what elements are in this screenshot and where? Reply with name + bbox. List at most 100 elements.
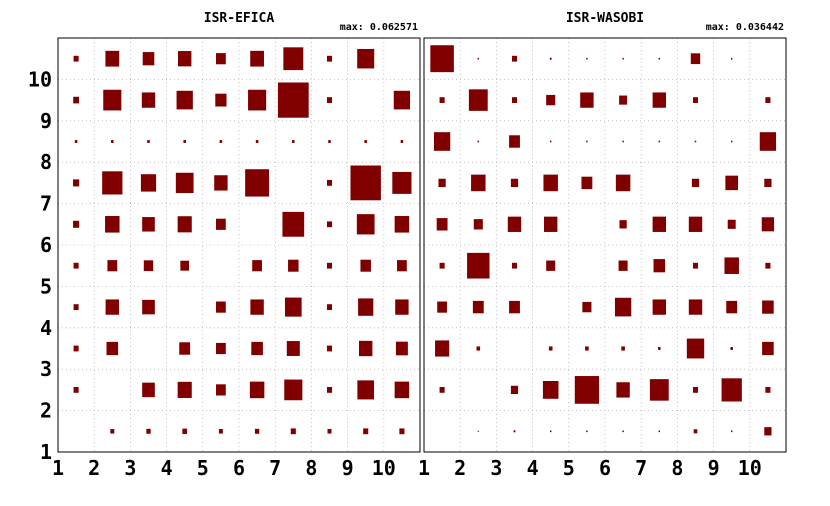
hinton-square [327, 429, 332, 434]
x-tick-label: 5 [563, 456, 575, 480]
hinton-square [141, 92, 156, 108]
hinton-square [549, 430, 552, 433]
hinton-square [110, 429, 115, 434]
hinton-square [619, 95, 628, 105]
hinton-square [399, 428, 405, 435]
hinton-square [510, 385, 519, 395]
x-tick-label: 9 [708, 456, 720, 480]
chart-title: ISR-WASOBI [566, 11, 644, 26]
x-tick-label: 10 [372, 456, 396, 480]
x-tick-label: 5 [197, 456, 209, 480]
hinton-square [549, 57, 552, 60]
hinton-square [437, 301, 447, 313]
hinton-square [622, 140, 624, 143]
hinton-square [658, 57, 661, 60]
hinton-square [147, 140, 150, 143]
hinton-square [724, 257, 739, 274]
hinton-square [176, 90, 193, 110]
hinton-square [397, 260, 407, 272]
hinton-square [249, 381, 265, 399]
hinton-square [180, 260, 190, 271]
hinton-square [476, 346, 481, 351]
hinton-square [251, 341, 263, 356]
hinton-square [585, 346, 589, 351]
hinton-square [471, 174, 486, 192]
hinton-square [105, 299, 119, 315]
hinton-square [759, 132, 777, 151]
hinton-square [574, 376, 600, 404]
hinton-square [544, 216, 558, 232]
hinton-square [142, 52, 155, 66]
hinton-square [653, 259, 666, 273]
hinton-square [762, 341, 774, 356]
hinton-square [658, 430, 661, 433]
hinton-square [511, 262, 518, 269]
hinton-square [250, 50, 264, 67]
hinton-square [439, 97, 445, 103]
hinton-square [619, 220, 627, 229]
hinton-square [652, 92, 666, 108]
hinton-square [730, 430, 733, 433]
hinton-square [282, 211, 305, 237]
hinton-square [73, 304, 79, 310]
hinton-square [356, 214, 375, 235]
hinton-square [509, 300, 520, 314]
hinton-square [142, 217, 155, 232]
x-tick-label: 10 [738, 456, 762, 480]
hinton-square [363, 428, 369, 435]
hinton-square [326, 387, 333, 393]
hinton-square [215, 93, 227, 107]
hinton-square [543, 174, 558, 192]
hinton-square [255, 140, 259, 143]
y-tick-label: 2 [40, 399, 52, 423]
hinton-square [179, 342, 191, 355]
hinton-square [549, 140, 552, 143]
x-tick-label: 6 [599, 456, 611, 480]
hinton-square [507, 216, 522, 232]
hinton-square [688, 299, 703, 315]
hinton-square [690, 53, 701, 65]
hinton-square [721, 378, 742, 402]
y-tick-label: 7 [40, 192, 52, 216]
hinton-square [290, 428, 296, 435]
y-tick-label: 9 [40, 109, 52, 133]
hinton-square [73, 179, 80, 187]
hinton-square [762, 300, 774, 314]
hinton-square [511, 55, 518, 62]
hinton-square [730, 140, 733, 143]
hinton-square [765, 97, 771, 103]
y-tick-label: 3 [40, 357, 52, 381]
hinton-square [580, 92, 594, 108]
hinton-square [216, 301, 226, 313]
hinton-square [694, 140, 697, 143]
hinton-square [652, 299, 666, 315]
x-tick-label: 9 [342, 456, 354, 480]
hinton-square [111, 140, 114, 143]
x-tick-label: 3 [124, 456, 136, 480]
x-tick-label: 4 [527, 456, 539, 480]
y-tick-label: 1 [40, 440, 52, 464]
y-tick-label: 4 [40, 316, 52, 340]
hinton-square [764, 427, 772, 436]
hinton-square [350, 165, 381, 201]
hinton-square [468, 89, 488, 111]
x-tick-label: 2 [88, 456, 100, 480]
hinton-square [618, 260, 628, 271]
plot-frame [57, 37, 421, 453]
hinton-square [107, 260, 118, 272]
hinton-square [430, 45, 454, 73]
hinton-square [467, 252, 490, 279]
hinton-square [586, 140, 588, 143]
hinton-square [692, 262, 699, 269]
hinton-square [103, 89, 122, 111]
hinton-square [216, 218, 226, 230]
hinton-square [142, 382, 155, 398]
hinton-square [622, 57, 624, 60]
hinton-square [357, 380, 375, 400]
hinton-square [364, 140, 367, 143]
hinton-square [326, 180, 333, 186]
hinton-square [439, 262, 445, 269]
hinton-square [143, 260, 154, 272]
max-label: max: 0.062571 [340, 22, 418, 33]
hinton-square [658, 140, 661, 143]
